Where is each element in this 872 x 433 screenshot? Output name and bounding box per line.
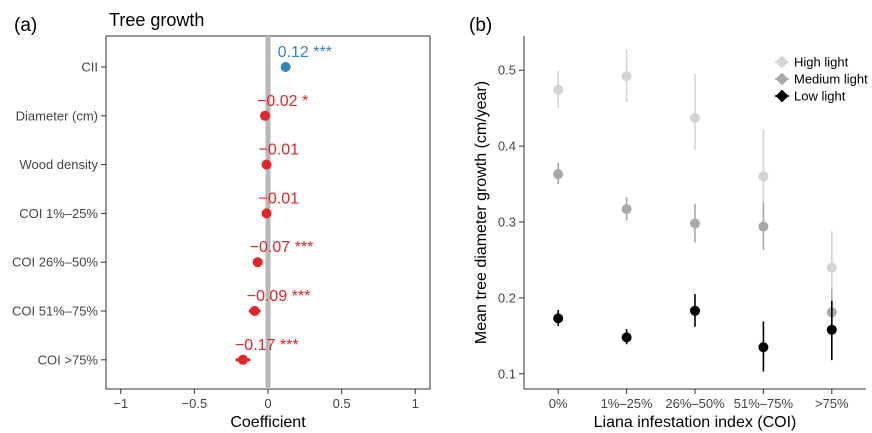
panel-b-label: (b) — [469, 15, 492, 36]
panel-a-x-tick-label: −1 — [113, 396, 128, 411]
panel-a-point — [261, 208, 272, 219]
panel-a-x-tick-label: 1 — [412, 396, 419, 411]
panel-b-point — [553, 313, 564, 324]
panel-b-y-tick-label: 0.4 — [498, 139, 516, 154]
panel-a-point — [260, 110, 271, 121]
panel-a-value-label: −0.01 — [259, 142, 300, 159]
panel-a-y-tick-label: COI 51%–75% — [12, 304, 98, 319]
panel-a-label: (a) — [14, 15, 37, 36]
panel-b-x-tick-label: 1%–25% — [601, 396, 653, 411]
panel-b-legend-swatch — [775, 55, 789, 69]
panel-b-x-tick-label: 51%–75% — [734, 396, 794, 411]
panel-b-point — [553, 84, 564, 95]
panel-b-point — [621, 71, 632, 82]
panel-b-y-tick-label: 0.1 — [498, 366, 516, 381]
panel-a-y-tick-label: COI 1%–25% — [19, 206, 98, 221]
panel-a-x-tick-label: −0.5 — [182, 396, 208, 411]
panel-a-y-tick-label: CII — [81, 60, 98, 75]
panel-b-point — [826, 324, 837, 335]
panel-b-y-tick-label: 0.2 — [498, 290, 516, 305]
panel-b-point — [758, 171, 769, 182]
panel-b-x-axis-title: Liana infestation index (COI) — [594, 414, 797, 431]
panel-b-x-tick-label: >75% — [815, 396, 849, 411]
panel-a-value-label: −0.01 — [259, 190, 300, 207]
panel-a-point — [261, 159, 272, 170]
panel-b-legend-swatch — [775, 72, 789, 86]
panel-b-point — [758, 221, 769, 232]
panel-a-value-label: −0.09 *** — [247, 288, 311, 305]
panel-b-legend-label: High light — [794, 55, 849, 70]
panel-b-point — [826, 262, 837, 273]
panel-a-title: Tree growth — [109, 10, 204, 30]
panel-b-x-tick-label: 26%–50% — [665, 396, 725, 411]
panel-a-y-tick-label: Diameter (cm) — [16, 108, 98, 123]
panel-a-value-label: 0.12 *** — [278, 44, 332, 61]
panel-b-point — [621, 204, 632, 215]
panel-b-point — [553, 169, 564, 180]
panel-b-legend-swatch — [775, 89, 789, 103]
panel-a-value-label: −0.17 *** — [235, 337, 299, 354]
panel-a-point — [280, 62, 291, 72]
panel-b-y-tick-label: 0.3 — [498, 214, 516, 229]
panel-b-point — [690, 218, 700, 229]
panel-a-x-axis-title: Coefficient — [230, 414, 306, 431]
panel-a-point — [237, 354, 248, 365]
panel-b-point — [758, 342, 769, 353]
panel-a-value-label: −0.07 *** — [250, 239, 314, 256]
panel-a-x-tick-label: 0.5 — [333, 396, 351, 411]
panel-b-y-axis-title: Mean tree diameter growth (cm/year) — [473, 81, 490, 344]
panel-b-point — [690, 112, 700, 123]
panel-b-y-tick-label: 0.5 — [498, 63, 516, 78]
panel-a-y-tick-label: COI >75% — [38, 352, 99, 367]
panel-b-legend-label: Medium light — [794, 72, 868, 87]
panel-b-legend-label: Low light — [794, 89, 846, 104]
panel-a-point — [252, 257, 263, 268]
panel-a-value-label: −0.02 * — [257, 93, 308, 110]
panel-a-y-tick-label: Wood density — [19, 157, 98, 172]
panel-b-point — [690, 305, 700, 316]
panel-b-x-tick-label: 0% — [549, 396, 568, 411]
panel-a-x-tick-label: 0 — [264, 396, 271, 411]
panel-a-point — [249, 306, 260, 316]
panel-a-y-tick-label: COI 26%–50% — [12, 255, 98, 270]
panel-b-point — [621, 332, 632, 343]
